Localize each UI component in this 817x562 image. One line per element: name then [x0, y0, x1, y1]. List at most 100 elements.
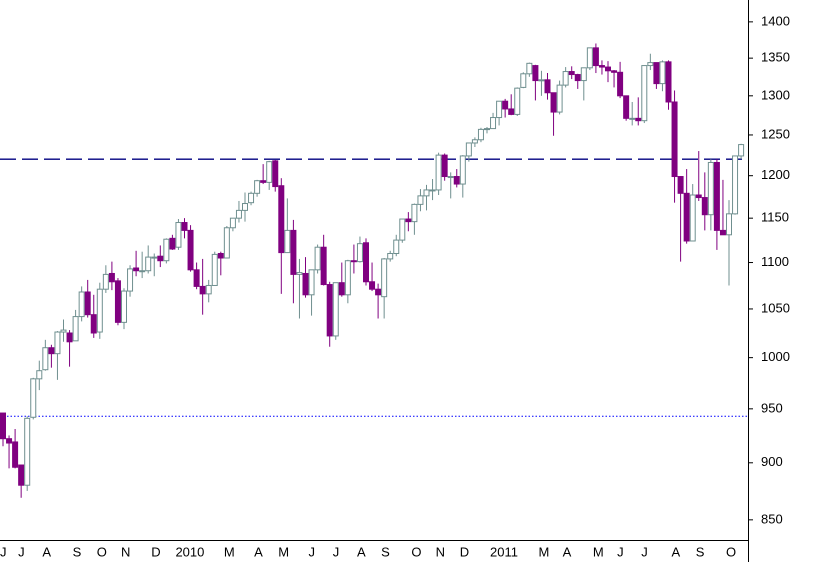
candle-body [441, 154, 448, 178]
candle-body [447, 176, 454, 179]
candle-body [544, 79, 551, 94]
candle-body [598, 65, 605, 68]
candle-body [726, 213, 732, 236]
x-tick-label: J [309, 544, 316, 559]
y-tick-label: 1400 [761, 13, 790, 28]
x-tick-label: M [538, 544, 549, 559]
x-tick-label: J [333, 544, 340, 559]
candle-body [496, 100, 503, 119]
candle-body [157, 255, 164, 262]
candle-body [90, 314, 97, 334]
candle-body [429, 189, 436, 192]
x-tick-label: 2010 [175, 544, 204, 559]
candle-body [296, 272, 303, 275]
candle-body [36, 370, 43, 380]
candle-body [659, 61, 666, 85]
candle-body [574, 74, 581, 82]
y-tick-label: 900 [761, 454, 783, 469]
candle-body [623, 95, 630, 119]
candle-body [671, 101, 678, 178]
candle-body [344, 260, 351, 296]
candle-body [629, 117, 636, 120]
candle-body [605, 66, 611, 72]
candle-body [465, 142, 472, 157]
y-tick-label: 1350 [761, 50, 790, 65]
x-tick-label: N [121, 544, 130, 559]
candle-body [701, 197, 708, 216]
candle-body [556, 84, 563, 113]
candle-body [635, 117, 642, 122]
candle-body [387, 252, 394, 260]
candle-body [60, 329, 67, 333]
candle-body [399, 218, 406, 241]
candle-body [320, 246, 327, 286]
candle-body [677, 176, 684, 194]
y-tick-label: 1200 [761, 167, 790, 182]
candle-body [290, 229, 297, 275]
x-tick-label: D [151, 544, 160, 559]
candle-body [490, 117, 497, 130]
candle-body [405, 218, 412, 223]
candle-body [199, 285, 206, 295]
candle-body [217, 252, 224, 259]
x-tick-label: M [278, 544, 289, 559]
candle-body [381, 258, 388, 298]
candle-body [66, 332, 73, 343]
candle-body [508, 108, 515, 115]
candle-body [169, 237, 176, 250]
x-tick-label: J [641, 544, 648, 559]
candle-body [350, 260, 357, 263]
candle-body [248, 192, 255, 204]
candle-body [163, 238, 170, 262]
x-tick-label: A [357, 544, 366, 559]
candle-body [338, 282, 345, 296]
candle-body [193, 269, 200, 287]
candle-body [308, 269, 315, 296]
candle-body [96, 288, 103, 333]
candle-body [260, 180, 267, 183]
candle-body [18, 464, 25, 486]
candle-body [356, 243, 363, 263]
candle-body [133, 267, 140, 272]
y-tick-label: 1250 [761, 126, 790, 141]
x-tick-label: A [672, 544, 681, 559]
candle-body [369, 281, 376, 290]
candle-body [302, 272, 309, 296]
candle-body [411, 203, 418, 223]
candle-body [121, 290, 127, 323]
candle-body [54, 331, 61, 355]
x-tick-label: J [0, 544, 7, 559]
candle-body [12, 441, 19, 468]
x-tick-label: J [617, 544, 624, 559]
candle-body [586, 47, 593, 69]
candle-body [151, 256, 158, 259]
candle-body [254, 180, 261, 194]
candle-body [514, 87, 521, 115]
candle-body [738, 144, 745, 157]
candle-body [423, 189, 430, 197]
candle-body [502, 100, 509, 110]
candle-body [139, 270, 146, 273]
candle-body [114, 280, 121, 323]
candle-body [683, 192, 690, 242]
candle-body [284, 229, 291, 254]
candle-body [127, 268, 134, 292]
candle-body [617, 71, 624, 97]
x-tick-label: O [97, 544, 107, 559]
candle-body [707, 161, 714, 216]
candle-body [526, 62, 533, 75]
candle-body [550, 92, 557, 113]
candle-body [175, 222, 182, 248]
candle-body [24, 417, 31, 486]
candle-body [719, 229, 726, 236]
candle-body [641, 65, 648, 122]
candle-body [375, 288, 382, 296]
x-tick-label: J [18, 544, 25, 559]
candle-body [6, 438, 13, 444]
y-tick-label: 1300 [761, 87, 790, 102]
candle-body [48, 347, 55, 355]
candle-body [363, 242, 369, 283]
candle-body [278, 185, 285, 254]
